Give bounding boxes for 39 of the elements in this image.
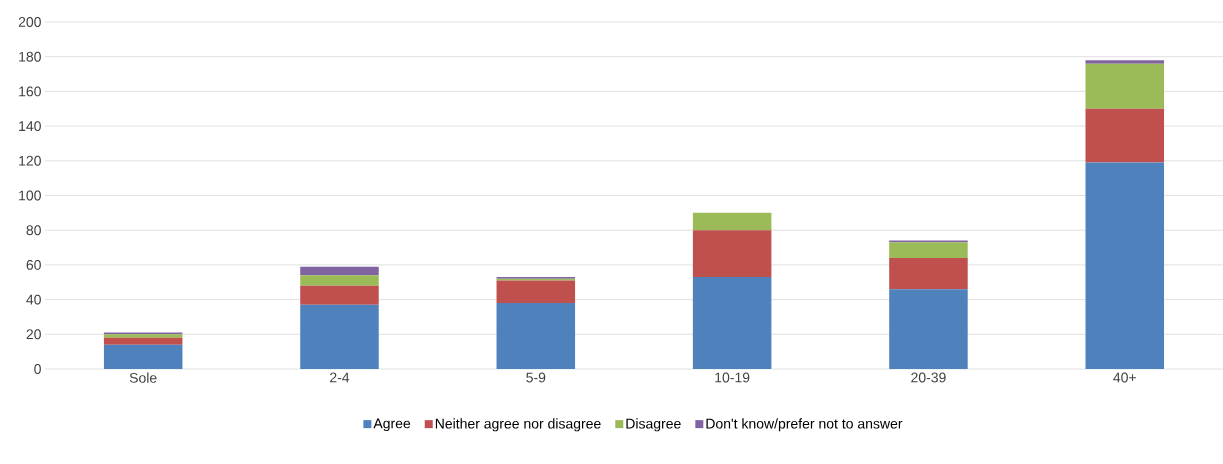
- y-tick-label: 200: [18, 17, 41, 27]
- y-tick-label: 180: [19, 51, 41, 62]
- bar: [1085, 162, 1165, 369]
- y-tick-label: 160: [19, 86, 41, 97]
- y-tick-label: 60: [26, 259, 41, 270]
- bar: [692, 230, 772, 278]
- x-tick-label: 40+: [1113, 372, 1136, 383]
- bar: [300, 285, 379, 305]
- y-tick-label: 20: [26, 329, 41, 340]
- bar: [889, 242, 968, 258]
- x-tick-label: 5-9: [526, 372, 546, 383]
- x-tick-label: Sole: [129, 372, 157, 383]
- bar: [692, 212, 772, 231]
- y-tick-label: 140: [19, 121, 41, 132]
- legend-label: Disagree: [626, 418, 681, 432]
- y-tick-label: 80: [26, 225, 41, 236]
- y-tick-label: 100: [19, 190, 41, 201]
- bar: [496, 303, 576, 369]
- bar: [1085, 63, 1165, 109]
- bar: [889, 257, 968, 290]
- bar: [1085, 60, 1165, 64]
- y-tick-label: 0: [34, 364, 41, 374]
- y-tick-label: 120: [19, 155, 41, 166]
- legend-label: Neither agree nor disagree: [435, 418, 601, 432]
- bar: [1085, 108, 1165, 163]
- y-tick-label: 40: [26, 294, 41, 305]
- bar: [300, 266, 379, 276]
- legend-label: Don't know/prefer not to answer: [706, 418, 903, 432]
- legend-label: Agree: [373, 418, 411, 432]
- bar: [496, 280, 576, 304]
- x-tick-label: 10-19: [715, 372, 750, 383]
- bar: [889, 289, 968, 369]
- bar: [692, 277, 772, 369]
- x-tick-label: 20-39: [911, 372, 946, 383]
- bar: [300, 275, 379, 286]
- bar: [103, 344, 183, 369]
- bar: [103, 337, 183, 345]
- x-tick-label: 2-4: [330, 372, 350, 383]
- bar: [300, 304, 379, 369]
